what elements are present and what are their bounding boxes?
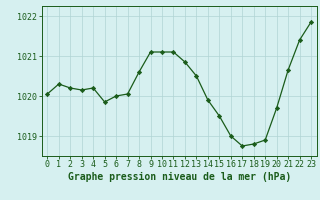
X-axis label: Graphe pression niveau de la mer (hPa): Graphe pression niveau de la mer (hPa) [68,172,291,182]
